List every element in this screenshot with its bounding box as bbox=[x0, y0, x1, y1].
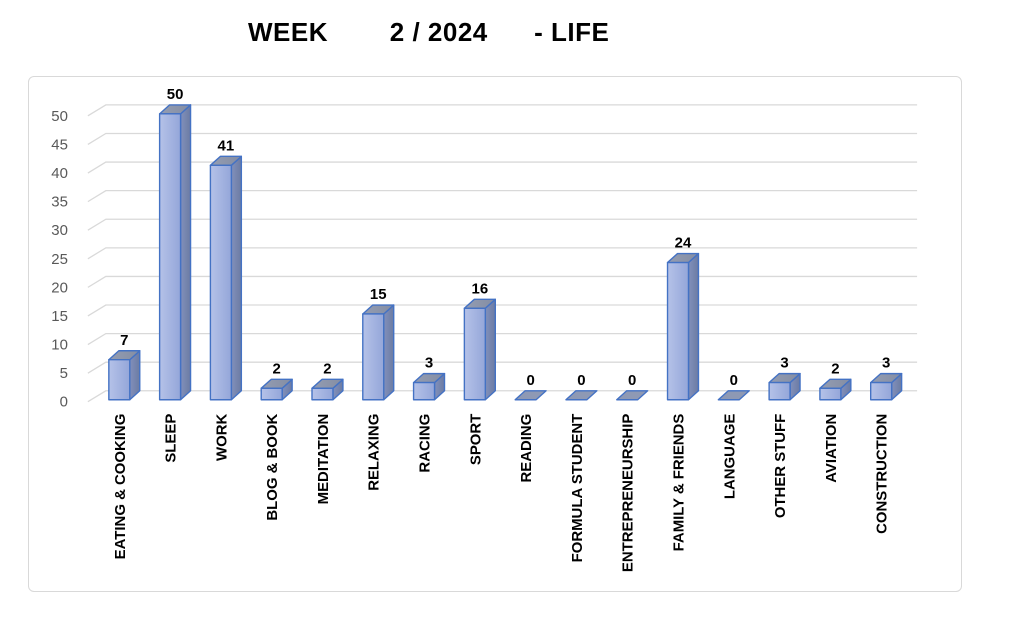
gridline bbox=[87, 361, 918, 374]
y-axis-tick-label: 40 bbox=[51, 165, 68, 182]
gridline bbox=[87, 304, 918, 317]
bar-side-face bbox=[484, 298, 496, 401]
data-label: 0 bbox=[730, 372, 738, 389]
bar-relaxing[interactable] bbox=[362, 304, 395, 401]
bar-entrepreneurship[interactable] bbox=[616, 390, 649, 401]
data-label: 24 bbox=[675, 235, 692, 252]
bar-eating-cooking[interactable] bbox=[108, 350, 141, 401]
bar-zero-face bbox=[565, 390, 598, 401]
bar-zero-face bbox=[514, 390, 547, 401]
bar-side-face bbox=[383, 304, 395, 401]
data-label: 3 bbox=[780, 355, 788, 372]
bar-zero-face bbox=[616, 390, 649, 401]
bar-meditation[interactable] bbox=[311, 378, 344, 401]
data-label: 2 bbox=[273, 360, 281, 377]
y-axis-tick-label: 0 bbox=[60, 394, 68, 411]
bar-racing[interactable] bbox=[412, 372, 446, 401]
bar-front-face bbox=[768, 381, 791, 401]
y-axis-tick-label: 30 bbox=[51, 222, 68, 239]
y-axis-tick-label: 25 bbox=[51, 251, 68, 268]
category-label-aviation: AVIATION bbox=[823, 414, 840, 483]
y-axis-tick-label: 50 bbox=[51, 108, 68, 125]
gridline bbox=[87, 218, 918, 231]
bar-side-face bbox=[179, 104, 192, 401]
category-label-reading: READING bbox=[518, 414, 535, 483]
data-label: 3 bbox=[882, 355, 890, 372]
bar-front-face bbox=[209, 164, 233, 401]
category-label-sleep: SLEEP bbox=[163, 414, 180, 463]
data-label: 0 bbox=[628, 372, 636, 389]
gridline bbox=[87, 161, 918, 174]
category-label-meditation: MEDITATION bbox=[315, 414, 332, 505]
bar-side-face bbox=[687, 252, 700, 401]
data-label: 3 bbox=[425, 355, 433, 372]
category-label-work: WORK bbox=[213, 413, 230, 460]
y-axis-tick-label: 35 bbox=[51, 194, 68, 211]
gridlines bbox=[87, 104, 918, 403]
bar-front-face bbox=[412, 381, 436, 401]
bar-series bbox=[108, 104, 903, 401]
bar-work[interactable] bbox=[209, 155, 243, 401]
bar-front-face bbox=[463, 307, 487, 401]
y-axis: 0 5 10 15 20 25 30 35 40 45 50 bbox=[51, 108, 68, 411]
gridline bbox=[87, 275, 918, 288]
bar-family-friends[interactable] bbox=[666, 252, 700, 401]
category-label-racing: RACING bbox=[417, 414, 434, 473]
bar-construction[interactable] bbox=[869, 372, 903, 401]
bar-front-face bbox=[158, 113, 182, 401]
category-label-eating-cooking: EATING & COOKING bbox=[112, 414, 129, 560]
gridline bbox=[87, 104, 918, 117]
data-label: 7 bbox=[120, 332, 128, 349]
bar-sport[interactable] bbox=[463, 298, 496, 401]
data-labels: 7 50 41 2 2 15 3 16 0 0 0 24 0 3 2 3 bbox=[120, 86, 890, 389]
gridline bbox=[87, 132, 918, 145]
data-label: 0 bbox=[526, 372, 534, 389]
bar-front-face bbox=[819, 387, 842, 401]
y-axis-tick-label: 10 bbox=[51, 337, 68, 354]
bar-front-face bbox=[260, 387, 283, 401]
gridline bbox=[87, 332, 918, 346]
bar-front-face bbox=[311, 387, 334, 401]
category-label-language: LANGUAGE bbox=[721, 414, 738, 499]
gridline bbox=[87, 247, 918, 260]
data-label: 2 bbox=[831, 360, 839, 377]
y-axis-tick-label: 45 bbox=[51, 136, 68, 153]
bar-formula-student[interactable] bbox=[565, 390, 598, 401]
bar-reading[interactable] bbox=[514, 390, 547, 401]
y-axis-tick-label: 5 bbox=[60, 365, 68, 382]
bar-front-face bbox=[362, 313, 385, 401]
data-label: 0 bbox=[577, 372, 585, 389]
chart-title: WEEK 2 / 2024 - LIFE bbox=[248, 17, 610, 47]
category-label-construction: CONSTRUCTION bbox=[874, 414, 891, 534]
category-label-blog-book: BLOG & BOOK bbox=[264, 413, 281, 520]
x-axis-labels: EATING & COOKING SLEEP WORK BLOG & BOOK MEDI… bbox=[112, 413, 891, 572]
bar-other-stuff[interactable] bbox=[768, 372, 801, 401]
category-label-sport: SPORT bbox=[467, 414, 484, 465]
bar-blog-book[interactable] bbox=[260, 378, 293, 401]
category-label-formula-student: FORMULA STUDENT bbox=[569, 414, 586, 563]
bar-front-face bbox=[869, 381, 893, 401]
chart-plot[interactable]: 0 5 10 15 20 25 30 35 40 45 50 7 50 41 2 2 15 3 16 0 0 0 24 0 3 2… bbox=[29, 77, 961, 591]
category-label-family-friends: FAMILY & FRIENDS bbox=[670, 414, 687, 552]
bar-zero-face bbox=[717, 390, 750, 401]
bar-front-face bbox=[666, 261, 690, 401]
category-label-relaxing: RELAXING bbox=[366, 414, 383, 491]
data-label: 16 bbox=[472, 280, 489, 297]
data-label: 2 bbox=[323, 360, 331, 377]
y-axis-tick-label: 20 bbox=[51, 279, 68, 296]
gridline bbox=[87, 190, 918, 203]
category-label-entrepreneurship: ENTREPRENEURSHIP bbox=[620, 414, 637, 572]
bar-side-face bbox=[230, 155, 243, 401]
chart-area[interactable]: 0 5 10 15 20 25 30 35 40 45 50 7 50 41 2 2 15 3 16 0 0 0 24 0 3 2… bbox=[28, 76, 962, 592]
bar-front-face bbox=[108, 359, 131, 401]
bar-sleep[interactable] bbox=[158, 104, 192, 401]
bar-language[interactable] bbox=[717, 390, 750, 401]
bar-aviation[interactable] bbox=[819, 378, 852, 401]
y-axis-tick-label: 15 bbox=[51, 308, 68, 325]
data-label: 50 bbox=[167, 86, 184, 103]
data-label: 15 bbox=[370, 286, 387, 303]
data-label: 41 bbox=[218, 137, 235, 154]
category-label-other-stuff: OTHER STUFF bbox=[772, 414, 789, 518]
